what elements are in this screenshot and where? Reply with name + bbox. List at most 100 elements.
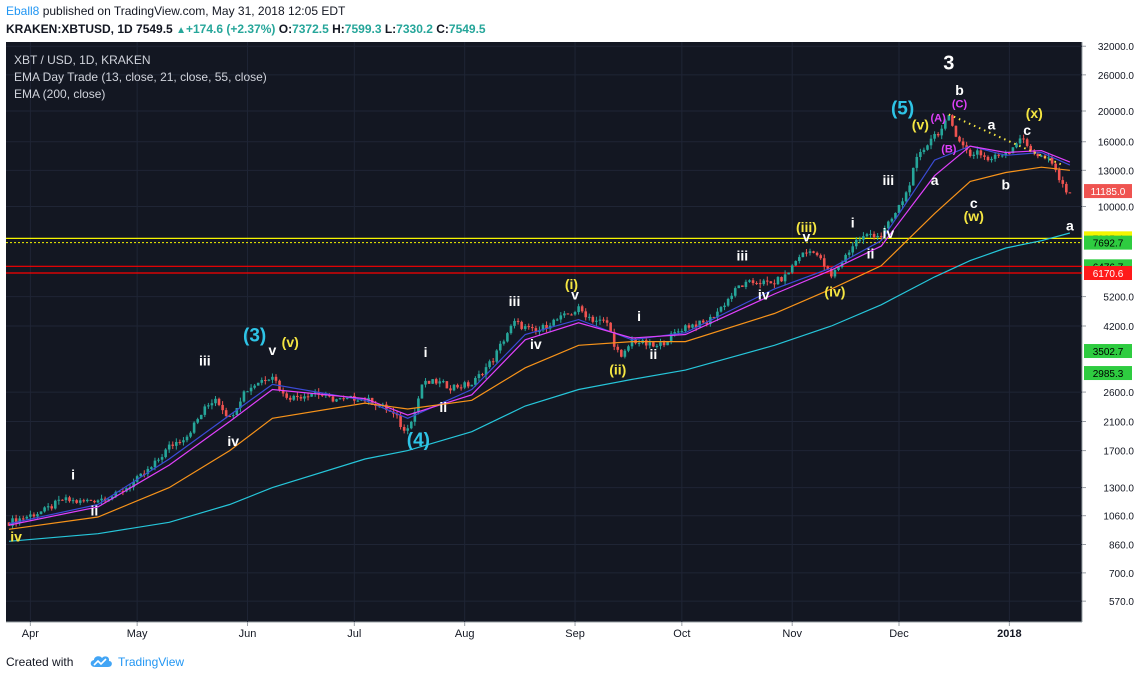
wave-label: i xyxy=(71,466,75,482)
candle-body xyxy=(338,398,342,400)
candle-body xyxy=(915,156,919,168)
candle-body xyxy=(345,397,349,399)
candle-body xyxy=(1036,154,1040,157)
candle-body xyxy=(61,499,64,501)
candle-body xyxy=(221,404,224,411)
ema-line xyxy=(8,166,1070,530)
tradingview-cloud-icon[interactable] xyxy=(88,653,114,669)
last-price: 7549.5 xyxy=(136,22,173,36)
candle-body xyxy=(847,252,851,255)
candle-body xyxy=(958,136,961,142)
ema-line xyxy=(8,145,1071,526)
candle-body xyxy=(566,313,570,315)
candle-body xyxy=(438,381,442,384)
candle-body xyxy=(616,346,620,350)
candle-body xyxy=(559,315,563,320)
candle-body xyxy=(470,384,474,387)
candle-body xyxy=(819,255,822,259)
price-tick-label: 2100.0 xyxy=(1103,418,1134,429)
candle-body xyxy=(520,321,523,329)
price-tick-label: 20000.0 xyxy=(1098,107,1135,118)
candle-body xyxy=(780,277,783,282)
wave-label: (C) xyxy=(952,99,968,111)
wave-label: i xyxy=(637,308,641,324)
candle-body xyxy=(203,406,207,415)
candle-body xyxy=(306,396,310,398)
candle-body xyxy=(495,350,499,362)
low-label: L: xyxy=(384,22,397,36)
candle-body xyxy=(673,332,677,334)
price-tick-label: 860.0 xyxy=(1109,540,1134,551)
candle-body xyxy=(459,387,463,389)
candle-body xyxy=(217,398,221,405)
candle-body xyxy=(748,280,751,282)
candle-body xyxy=(951,115,954,126)
wave-label: a xyxy=(988,116,996,132)
price-tick-label: 700.0 xyxy=(1109,569,1134,580)
candle-body xyxy=(570,314,573,316)
candle-body xyxy=(765,280,769,282)
candle-body xyxy=(114,491,118,497)
candle-body xyxy=(637,343,641,345)
candle-body xyxy=(997,154,1000,156)
wave-label: iv xyxy=(758,286,770,302)
candle-body xyxy=(21,518,25,520)
candle-body xyxy=(815,252,819,256)
candle-body xyxy=(954,125,958,137)
candle-body xyxy=(879,235,883,237)
candle-body xyxy=(192,422,196,433)
legend-ema-day-trade: EMA Day Trade (13, close, 21, close, 55,… xyxy=(14,70,267,84)
close-value: 7549.5 xyxy=(448,22,486,36)
candle-body xyxy=(993,154,997,159)
candle-body xyxy=(851,246,855,253)
candle-body xyxy=(961,141,965,146)
wave-label: b xyxy=(955,82,964,98)
candle-body xyxy=(577,306,580,313)
candle-body xyxy=(523,326,527,329)
candle-body xyxy=(865,234,869,237)
candle-body xyxy=(555,319,559,321)
candle-body xyxy=(132,481,135,488)
legend-title: XBT / USD, 1D, KRAKEN xyxy=(14,53,150,67)
wave-label: v xyxy=(269,342,277,358)
candle-body xyxy=(940,128,944,136)
candle-body xyxy=(82,500,86,502)
candle-body xyxy=(502,341,506,344)
price-tick-label: 1300.0 xyxy=(1103,484,1134,495)
wave-label: ii xyxy=(649,346,657,362)
candle-body xyxy=(552,319,555,326)
candle-body xyxy=(887,221,890,229)
candle-body xyxy=(484,367,488,376)
candle-body xyxy=(609,322,612,332)
price-badge xyxy=(1084,235,1132,250)
candle-body xyxy=(150,467,153,469)
candle-body xyxy=(89,499,93,501)
candle-body xyxy=(374,404,377,407)
candle-body xyxy=(929,138,933,146)
candle-body xyxy=(922,149,926,153)
price-badge-label: 3502.7 xyxy=(1093,347,1124,358)
candle-body xyxy=(445,381,449,389)
tradingview-link[interactable]: TradingView xyxy=(118,655,185,669)
candle-body xyxy=(776,277,780,285)
wave-label: iii xyxy=(199,353,211,369)
price-badge-label: 2985.3 xyxy=(1093,369,1124,380)
candle-body xyxy=(787,272,790,275)
grid-lines xyxy=(6,42,1082,622)
price-tick-label: 5200.0 xyxy=(1103,293,1134,304)
author-link[interactable]: Eball8 xyxy=(6,4,40,18)
candle-body xyxy=(1065,183,1068,193)
price-axis-background[interactable] xyxy=(1082,42,1140,622)
candle-body xyxy=(901,201,904,206)
price-chart[interactable]: iv i ii iii iv (3) v (v) i ii (4) iii iv (i) v i ii (ii) i… xyxy=(6,42,1140,642)
time-axis-background[interactable] xyxy=(6,622,1140,642)
candle-body xyxy=(926,145,929,150)
candle-body xyxy=(335,399,338,402)
candle-body xyxy=(456,384,459,388)
candle-body xyxy=(57,499,61,501)
candle-body xyxy=(716,311,719,318)
candle-body xyxy=(303,396,306,399)
candle-body xyxy=(399,415,402,428)
wave-label: i xyxy=(424,344,428,360)
